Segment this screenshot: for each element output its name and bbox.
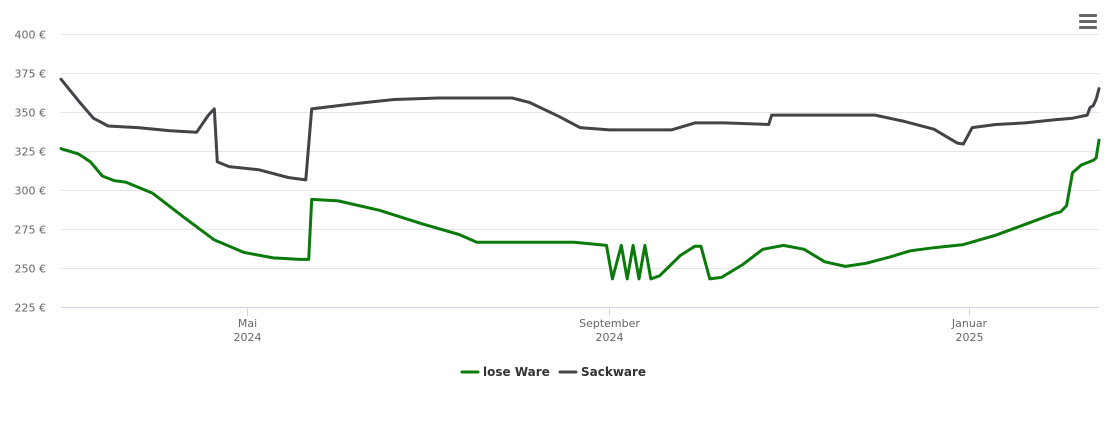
y-tick-label: 375 € [15, 68, 47, 81]
x-tick-label: Januar 2025 [951, 317, 988, 344]
legend-label: Sackware [581, 365, 646, 379]
axes: 225 € 250 € 275 € 300 € 325 € 350 € 375 € 400 €… [15, 29, 1099, 344]
x-tick-label: September 2024 [579, 317, 640, 344]
y-tick-label: 325 € [15, 146, 47, 159]
series-lines [59, 77, 1101, 281]
legend: lose Ware Sackware [460, 365, 646, 379]
series-line-1[interactable] [59, 138, 1101, 281]
legend-label: lose Ware [483, 365, 550, 379]
legend-item-1[interactable]: lose Ware [460, 365, 550, 379]
y-tick-label: 350 € [15, 107, 47, 120]
grid-lines [61, 34, 1099, 269]
y-tick-label: 275 € [15, 224, 47, 237]
y-tick-label: 300 € [15, 185, 47, 198]
series-line-2[interactable] [59, 77, 1101, 182]
legend-item-2[interactable]: Sackware [558, 365, 646, 379]
y-tick-label: 400 € [15, 29, 47, 42]
y-tick-label: 250 € [15, 263, 47, 276]
x-tick-label: Mai 2024 [234, 317, 262, 344]
hamburger-menu-icon[interactable] [1076, 12, 1100, 34]
y-tick-label: 225 € [15, 302, 47, 315]
